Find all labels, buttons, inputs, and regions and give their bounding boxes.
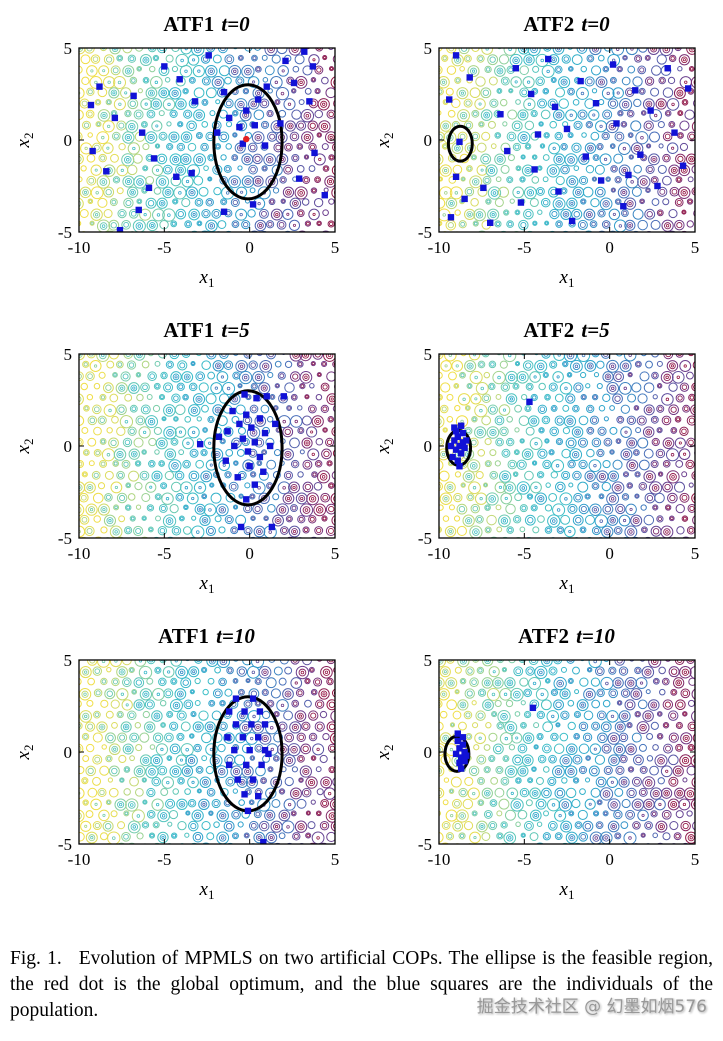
svg-text:-5: -5: [57, 529, 71, 548]
svg-text:5: 5: [63, 40, 72, 58]
svg-text:0: 0: [245, 544, 254, 563]
svg-text:x2: x2: [13, 439, 36, 455]
subplot-atf1-t10: ATF1 t=10 -10 -5 0 5 -5 0 5 x1 x2: [7, 624, 357, 904]
plot-title-function: ATF1: [158, 624, 210, 648]
svg-text:x1: x1: [198, 573, 214, 596]
svg-text:0: 0: [245, 238, 254, 257]
plot-title-function: ATF2: [518, 624, 570, 648]
svg-text:-10: -10: [67, 238, 90, 257]
svg-text:-5: -5: [157, 238, 171, 257]
plot-title-time: t=0: [581, 12, 610, 36]
svg-text:x1: x1: [198, 879, 214, 902]
plot-title: ATF1 t=5: [7, 318, 357, 346]
subplot-atf1-t5: ATF1 t=5 -10 -5 0 5 -5 0 5 x1 x2: [7, 318, 357, 598]
figure-caption-text: Evolution of MPMLS on two artificial COP…: [10, 948, 713, 1021]
plot-title: ATF1 t=10: [7, 624, 357, 652]
plot-area: -10 -5 0 5 -5 0 5 x1 x2: [7, 651, 357, 904]
svg-text:0: 0: [63, 743, 72, 762]
plot-title-function: ATF2: [523, 12, 575, 36]
plot-title-time: t=0: [221, 12, 250, 36]
plot-title: ATF2 t=0: [367, 12, 717, 40]
figure-caption: Fig. 1. Evolution of MPMLS on two artific…: [10, 946, 713, 1024]
svg-text:x2: x2: [13, 745, 36, 761]
plot-title-time: t=10: [576, 624, 615, 648]
plot-title: ATF1 t=0: [7, 12, 357, 40]
subplot-atf2-t0: ATF2 t=0 -10 -5 0 5 -5 0 5 x1 x2: [367, 12, 717, 292]
svg-text:5: 5: [330, 544, 339, 563]
svg-text:x1: x1: [558, 267, 574, 290]
subplot-atf2-t10: ATF2 t=10 -10 -5 0 5 -5 0 5 x1 x2: [367, 624, 717, 904]
svg-text:5: 5: [63, 346, 72, 364]
subplot-atf2-t5: ATF2 t=5 -10 -5 0 5 -5 0 5 x1 x2: [367, 318, 717, 598]
plot-title-time: t=10: [216, 624, 255, 648]
plot-title-function: ATF2: [523, 318, 575, 342]
svg-text:-10: -10: [427, 238, 450, 257]
svg-text:-5: -5: [157, 850, 171, 869]
svg-text:x2: x2: [13, 133, 36, 149]
subplot-atf1-t0: ATF1 t=0 -10 -5 0 5 -5 0 5 x1 x2: [7, 12, 357, 292]
svg-text:x1: x1: [198, 267, 214, 290]
svg-text:5: 5: [63, 652, 72, 670]
svg-text:0: 0: [63, 131, 72, 150]
svg-text:x2: x2: [373, 439, 396, 455]
svg-text:-5: -5: [57, 223, 71, 242]
plot-title-time: t=5: [581, 318, 610, 342]
plot-title-function: ATF1: [163, 12, 215, 36]
plot-area: -10 -5 0 5 -5 0 5 x1 x2: [367, 651, 717, 904]
svg-text:5: 5: [330, 850, 339, 869]
plot-title: ATF2 t=10: [367, 624, 717, 652]
svg-text:-5: -5: [517, 238, 531, 257]
svg-text:x2: x2: [373, 133, 396, 149]
plot-title: ATF2 t=5: [367, 318, 717, 346]
plot-area: -10 -5 0 5 -5 0 5 x1 x2: [367, 345, 717, 598]
svg-text:5: 5: [690, 238, 699, 257]
svg-text:5: 5: [330, 238, 339, 257]
plot-area: -10 -5 0 5 -5 0 5 x1 x2: [7, 39, 357, 292]
svg-text:5: 5: [690, 544, 699, 563]
svg-text:-5: -5: [417, 223, 431, 242]
svg-text:0: 0: [605, 238, 614, 257]
svg-text:0: 0: [63, 437, 72, 456]
svg-text:-10: -10: [67, 544, 90, 563]
svg-text:-5: -5: [157, 544, 171, 563]
plot-area: -10 -5 0 5 -5 0 5 x1 x2: [367, 39, 717, 292]
svg-text:0: 0: [605, 544, 614, 563]
svg-text:x1: x1: [558, 573, 574, 596]
svg-text:0: 0: [245, 850, 254, 869]
svg-text:-10: -10: [67, 850, 90, 869]
svg-text:-5: -5: [417, 529, 431, 548]
plot-area: -10 -5 0 5 -5 0 5 x1 x2: [7, 345, 357, 598]
svg-text:-5: -5: [517, 544, 531, 563]
figure-caption-label: Fig. 1.: [10, 948, 62, 969]
svg-text:0: 0: [423, 131, 432, 150]
svg-text:-10: -10: [427, 544, 450, 563]
figure-grid: ATF1 t=0 -10 -5 0 5 -5 0 5 x1 x2 ATF2 t=0 -10 -5 0 5-…: [7, 12, 717, 904]
svg-text:5: 5: [423, 40, 432, 58]
plot-title-function: ATF1: [163, 318, 215, 342]
svg-text:-5: -5: [57, 835, 71, 854]
svg-text:5: 5: [423, 346, 432, 364]
svg-text:0: 0: [423, 437, 432, 456]
plot-title-time: t=5: [221, 318, 250, 342]
